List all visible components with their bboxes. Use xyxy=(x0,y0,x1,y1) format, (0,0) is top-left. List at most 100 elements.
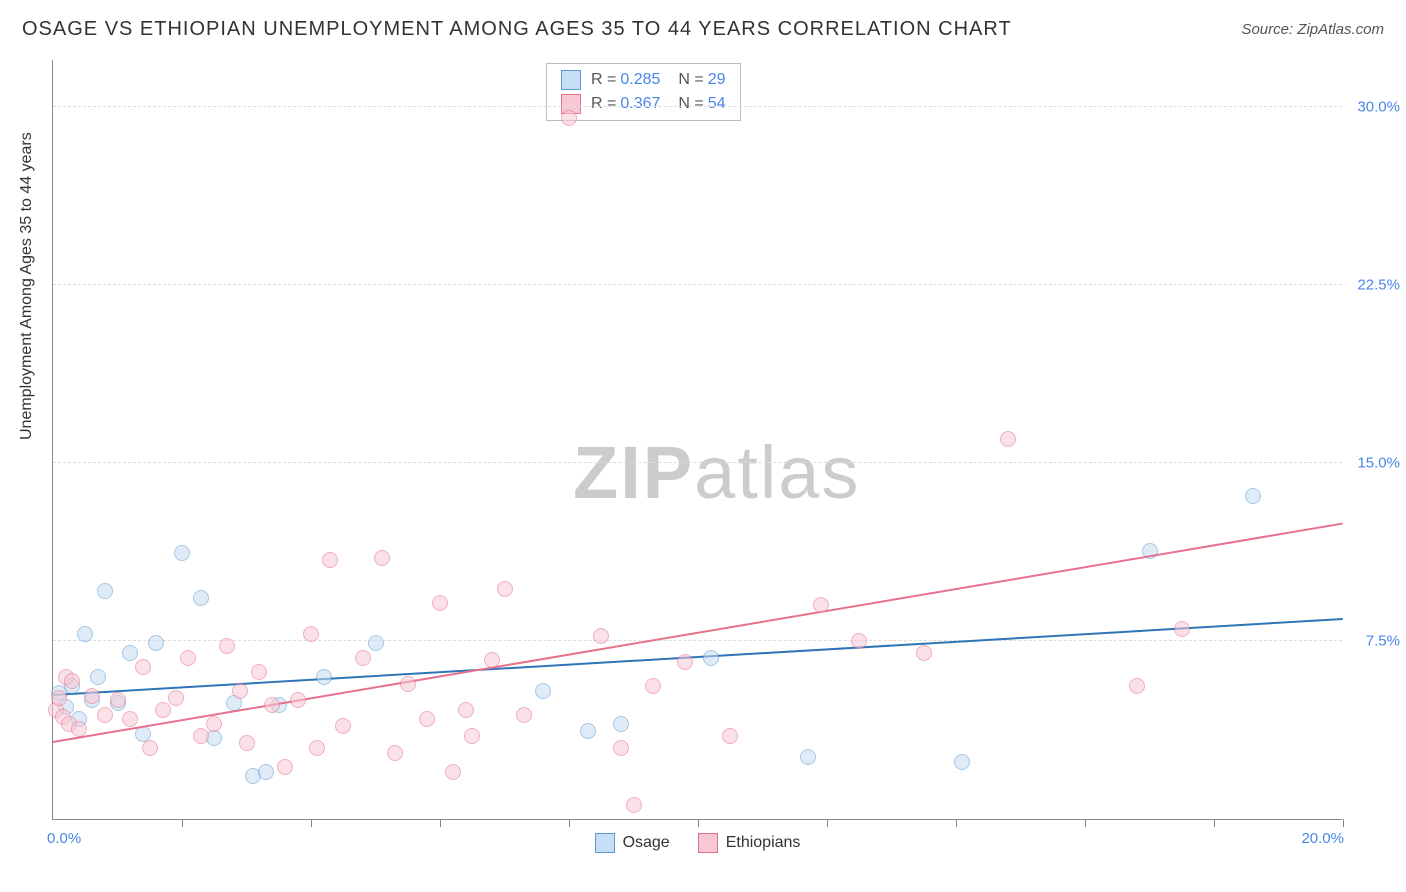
data-point xyxy=(316,669,332,685)
gridline xyxy=(53,106,1342,107)
trendline xyxy=(53,618,1343,696)
data-point xyxy=(97,583,113,599)
data-point xyxy=(400,676,416,692)
data-point xyxy=(51,690,67,706)
r-label: R = xyxy=(591,95,616,113)
data-point xyxy=(516,707,532,723)
data-point xyxy=(419,711,435,727)
data-point xyxy=(97,707,113,723)
data-point xyxy=(148,635,164,651)
y-tick-label: 22.5% xyxy=(1357,276,1400,293)
legend-label: Ethiopians xyxy=(726,834,801,852)
r-value: 0.285 xyxy=(620,71,660,89)
x-tick xyxy=(1343,819,1344,827)
data-point xyxy=(110,692,126,708)
data-point xyxy=(484,652,500,668)
data-point xyxy=(593,628,609,644)
data-point xyxy=(626,797,642,813)
gridline xyxy=(53,284,1342,285)
data-point xyxy=(1174,621,1190,637)
x-tick xyxy=(440,819,441,827)
data-point xyxy=(71,721,87,737)
data-point xyxy=(387,745,403,761)
data-point xyxy=(580,723,596,739)
n-value: 54 xyxy=(708,95,726,113)
data-point xyxy=(322,552,338,568)
gridline xyxy=(53,640,1342,641)
x-tick xyxy=(956,819,957,827)
data-point xyxy=(458,702,474,718)
data-point xyxy=(464,728,480,744)
data-point xyxy=(219,638,235,654)
stats-legend-row: R =0.285N =29 xyxy=(547,68,740,92)
data-point xyxy=(916,645,932,661)
data-point xyxy=(239,735,255,751)
data-point xyxy=(432,595,448,611)
x-tick xyxy=(1214,819,1215,827)
data-point xyxy=(445,764,461,780)
data-point xyxy=(374,550,390,566)
trendline xyxy=(53,523,1343,743)
data-point xyxy=(613,716,629,732)
data-point xyxy=(497,581,513,597)
data-point xyxy=(335,718,351,734)
legend-item: Osage xyxy=(595,833,670,853)
scatter-chart: ZIPatlas R =0.285N =29R =0.367N =54 0.0%… xyxy=(52,60,1342,820)
legend-swatch xyxy=(595,833,615,853)
series-legend: Osage Ethiopians xyxy=(53,833,1342,853)
x-tick xyxy=(569,819,570,827)
y-axis-title: Unemployment Among Ages 35 to 44 years xyxy=(18,132,36,440)
data-point xyxy=(77,626,93,642)
data-point xyxy=(264,697,280,713)
gridline xyxy=(53,462,1342,463)
data-point xyxy=(168,690,184,706)
x-tick xyxy=(311,819,312,827)
data-point xyxy=(277,759,293,775)
x-tick xyxy=(827,819,828,827)
data-point xyxy=(193,728,209,744)
legend-item: Ethiopians xyxy=(698,833,801,853)
data-point xyxy=(180,650,196,666)
data-point xyxy=(1000,431,1016,447)
data-point xyxy=(813,597,829,613)
x-tick xyxy=(698,819,699,827)
data-point xyxy=(251,664,267,680)
y-tick-label: 15.0% xyxy=(1357,454,1400,471)
data-point xyxy=(535,683,551,699)
data-point xyxy=(174,545,190,561)
y-tick-label: 30.0% xyxy=(1357,98,1400,115)
watermark-bold: ZIP xyxy=(573,431,694,514)
legend-swatch xyxy=(561,70,581,90)
y-tick-label: 7.5% xyxy=(1366,632,1400,649)
data-point xyxy=(135,659,151,675)
watermark: ZIPatlas xyxy=(573,430,860,515)
n-value: 29 xyxy=(708,71,726,89)
chart-header: OSAGE VS ETHIOPIAN UNEMPLOYMENT AMONG AG… xyxy=(0,0,1406,51)
data-point xyxy=(303,626,319,642)
chart-title: OSAGE VS ETHIOPIAN UNEMPLOYMENT AMONG AG… xyxy=(22,18,1012,41)
n-label: N = xyxy=(678,95,703,113)
data-point xyxy=(703,650,719,666)
data-point xyxy=(613,740,629,756)
data-point xyxy=(309,740,325,756)
data-point xyxy=(84,688,100,704)
data-point xyxy=(645,678,661,694)
data-point xyxy=(954,754,970,770)
data-point xyxy=(851,633,867,649)
data-point xyxy=(206,716,222,732)
n-label: N = xyxy=(678,71,703,89)
data-point xyxy=(355,650,371,666)
stats-legend-row: R =0.367 N = 54 xyxy=(547,92,740,116)
data-point xyxy=(368,635,384,651)
r-value: 0.367 xyxy=(620,95,660,113)
data-point xyxy=(155,702,171,718)
data-point xyxy=(232,683,248,699)
watermark-light: atlas xyxy=(694,431,860,514)
data-point xyxy=(142,740,158,756)
chart-source: Source: ZipAtlas.com xyxy=(1241,21,1384,38)
data-point xyxy=(193,590,209,606)
data-point xyxy=(800,749,816,765)
legend-swatch xyxy=(698,833,718,853)
data-point xyxy=(290,692,306,708)
data-point xyxy=(561,110,577,126)
